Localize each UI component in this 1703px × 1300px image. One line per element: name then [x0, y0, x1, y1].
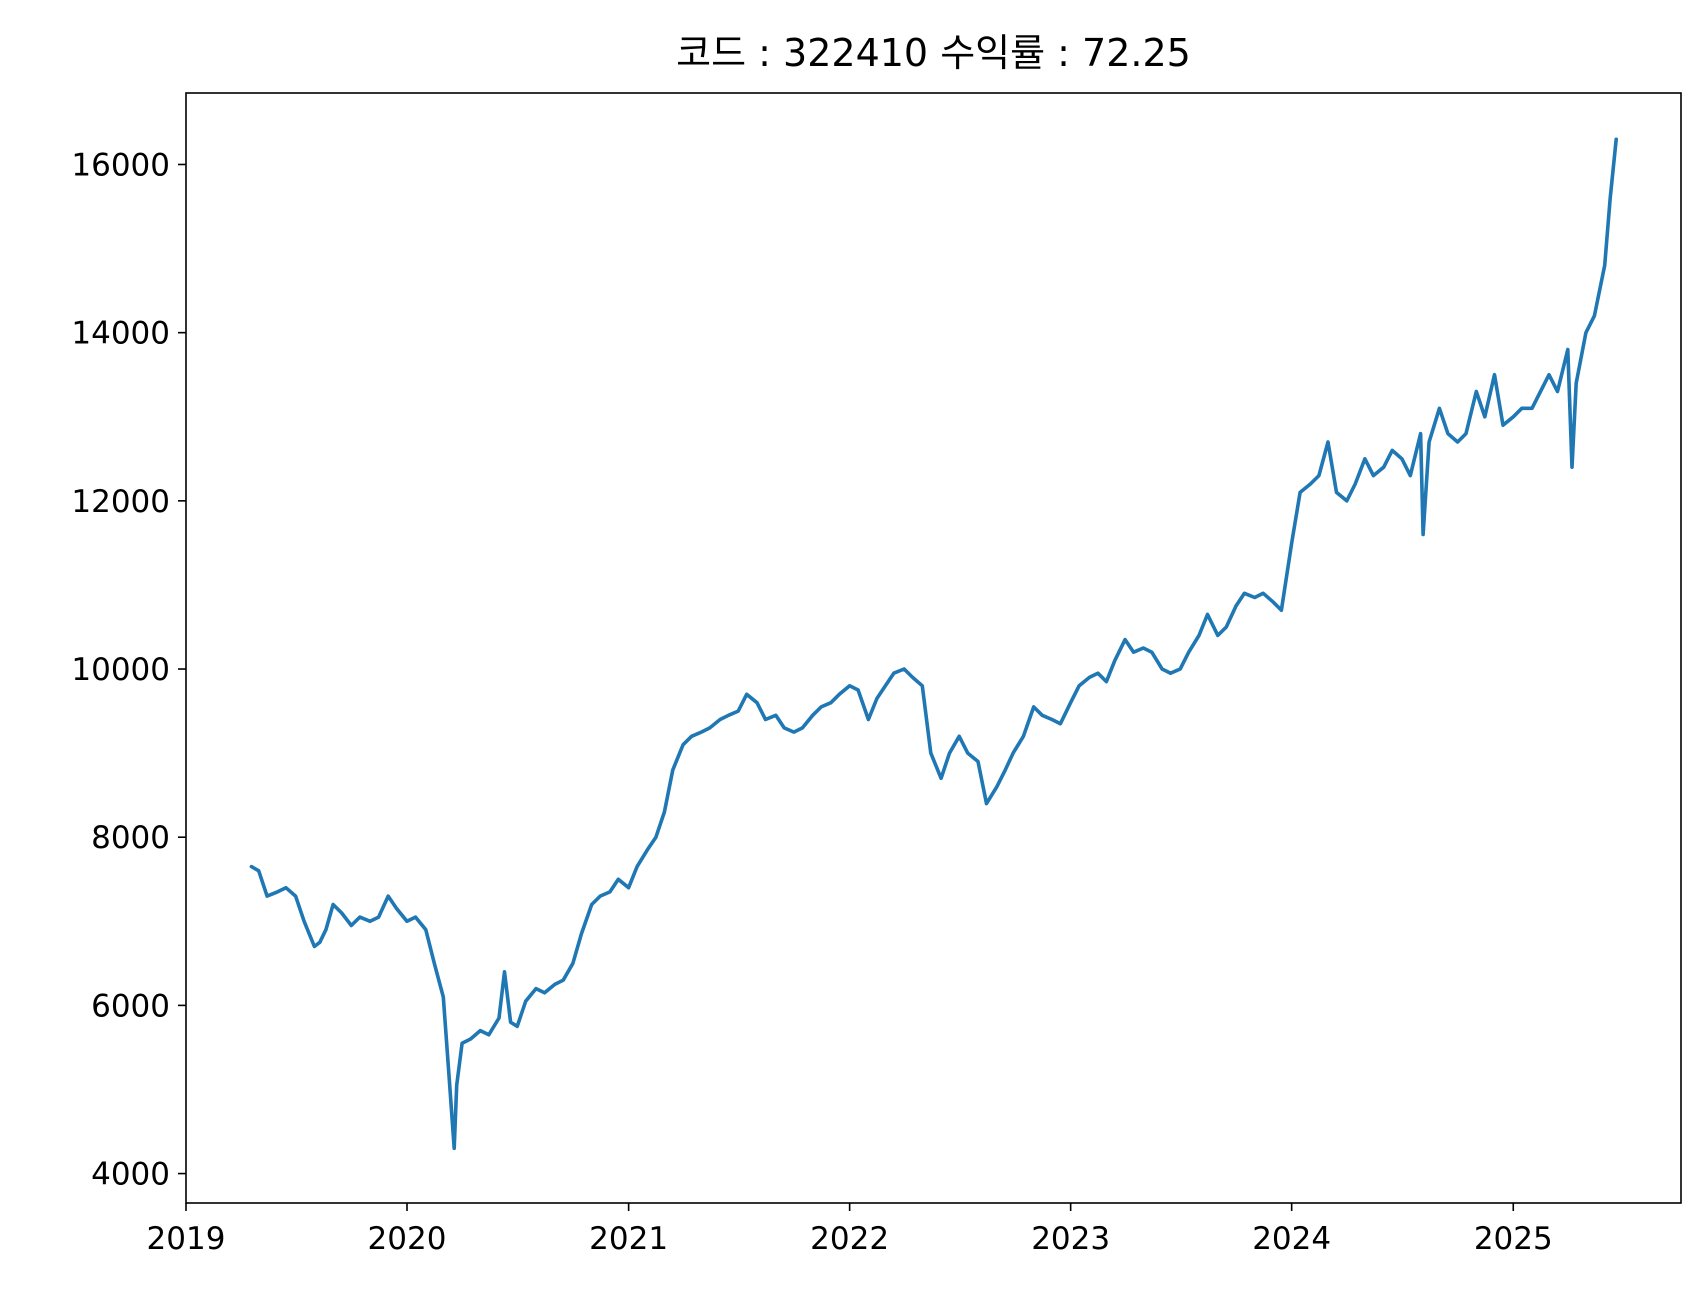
y-tick-label: 12000 — [71, 484, 170, 520]
x-tick-label: 2021 — [589, 1221, 668, 1257]
x-tick-label: 2023 — [1031, 1221, 1110, 1257]
y-axis: 4000 6000 8000 10000 12000 14000 16000 — [71, 147, 186, 1193]
y-tick-label: 10000 — [71, 652, 170, 688]
plot-area — [185, 92, 1682, 1204]
y-tick-label: 14000 — [71, 316, 170, 352]
x-tick-label: 2024 — [1252, 1221, 1331, 1257]
x-tick-label: 2019 — [147, 1221, 226, 1257]
y-tick-label: 16000 — [71, 147, 170, 183]
y-tick-label: 8000 — [91, 820, 170, 856]
x-axis: 2019 2020 2021 2022 2023 2024 2025 — [147, 1203, 1553, 1257]
series-layer — [249, 137, 1618, 1151]
y-tick-label: 6000 — [91, 988, 170, 1024]
chart-title: 코드 : 322410 수익률 : 72.25 — [676, 31, 1191, 75]
x-tick-label: 2020 — [368, 1221, 447, 1257]
x-tick-label: 2025 — [1474, 1221, 1553, 1257]
x-tick-label: 2022 — [810, 1221, 889, 1257]
y-tick-label: 4000 — [91, 1157, 170, 1193]
series-line — [249, 137, 1618, 1151]
